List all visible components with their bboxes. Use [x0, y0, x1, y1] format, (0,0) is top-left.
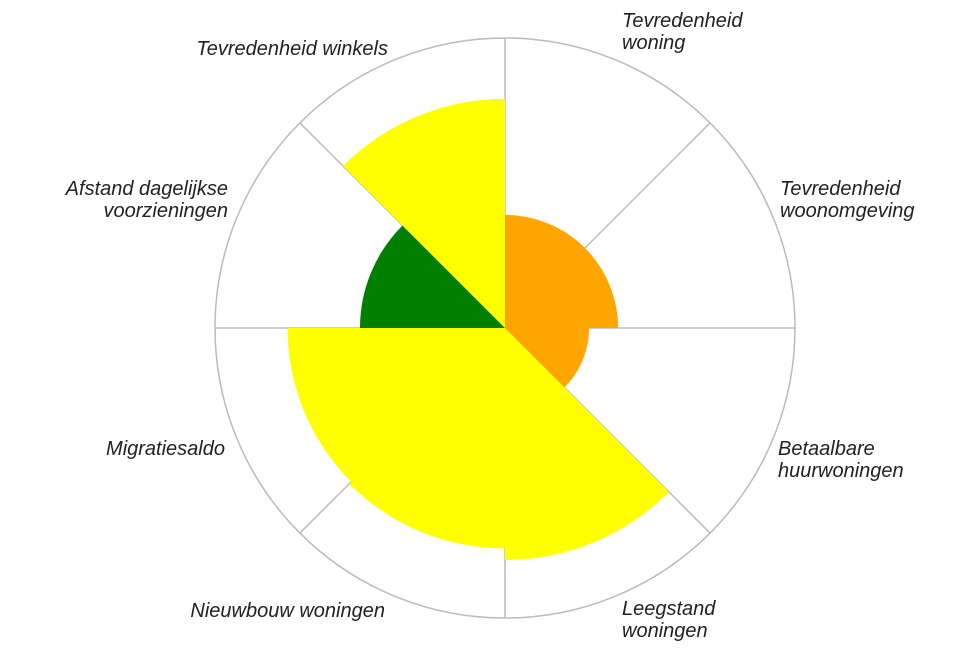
category-label: Nieuwbouw woningen [190, 600, 385, 622]
wedge [349, 328, 505, 549]
wedge [505, 328, 670, 560]
category-label: Tevredenheid woonomgeving [780, 178, 915, 222]
wedge [505, 248, 619, 328]
category-label: Tevredenheid winkels [196, 38, 388, 60]
wedge [287, 328, 505, 482]
wedge [360, 225, 505, 328]
category-label: Tevredenheid woning [622, 10, 743, 54]
category-label: Betaalbare huurwoningen [778, 438, 904, 482]
category-label: Afstand dagelijkse voorzieningen [65, 178, 228, 222]
wedge [343, 98, 505, 329]
category-label: Migratiesaldo [106, 438, 225, 460]
category-label: Leegstand woningen [622, 598, 716, 642]
wedge [505, 328, 590, 388]
wedge [505, 214, 585, 328]
